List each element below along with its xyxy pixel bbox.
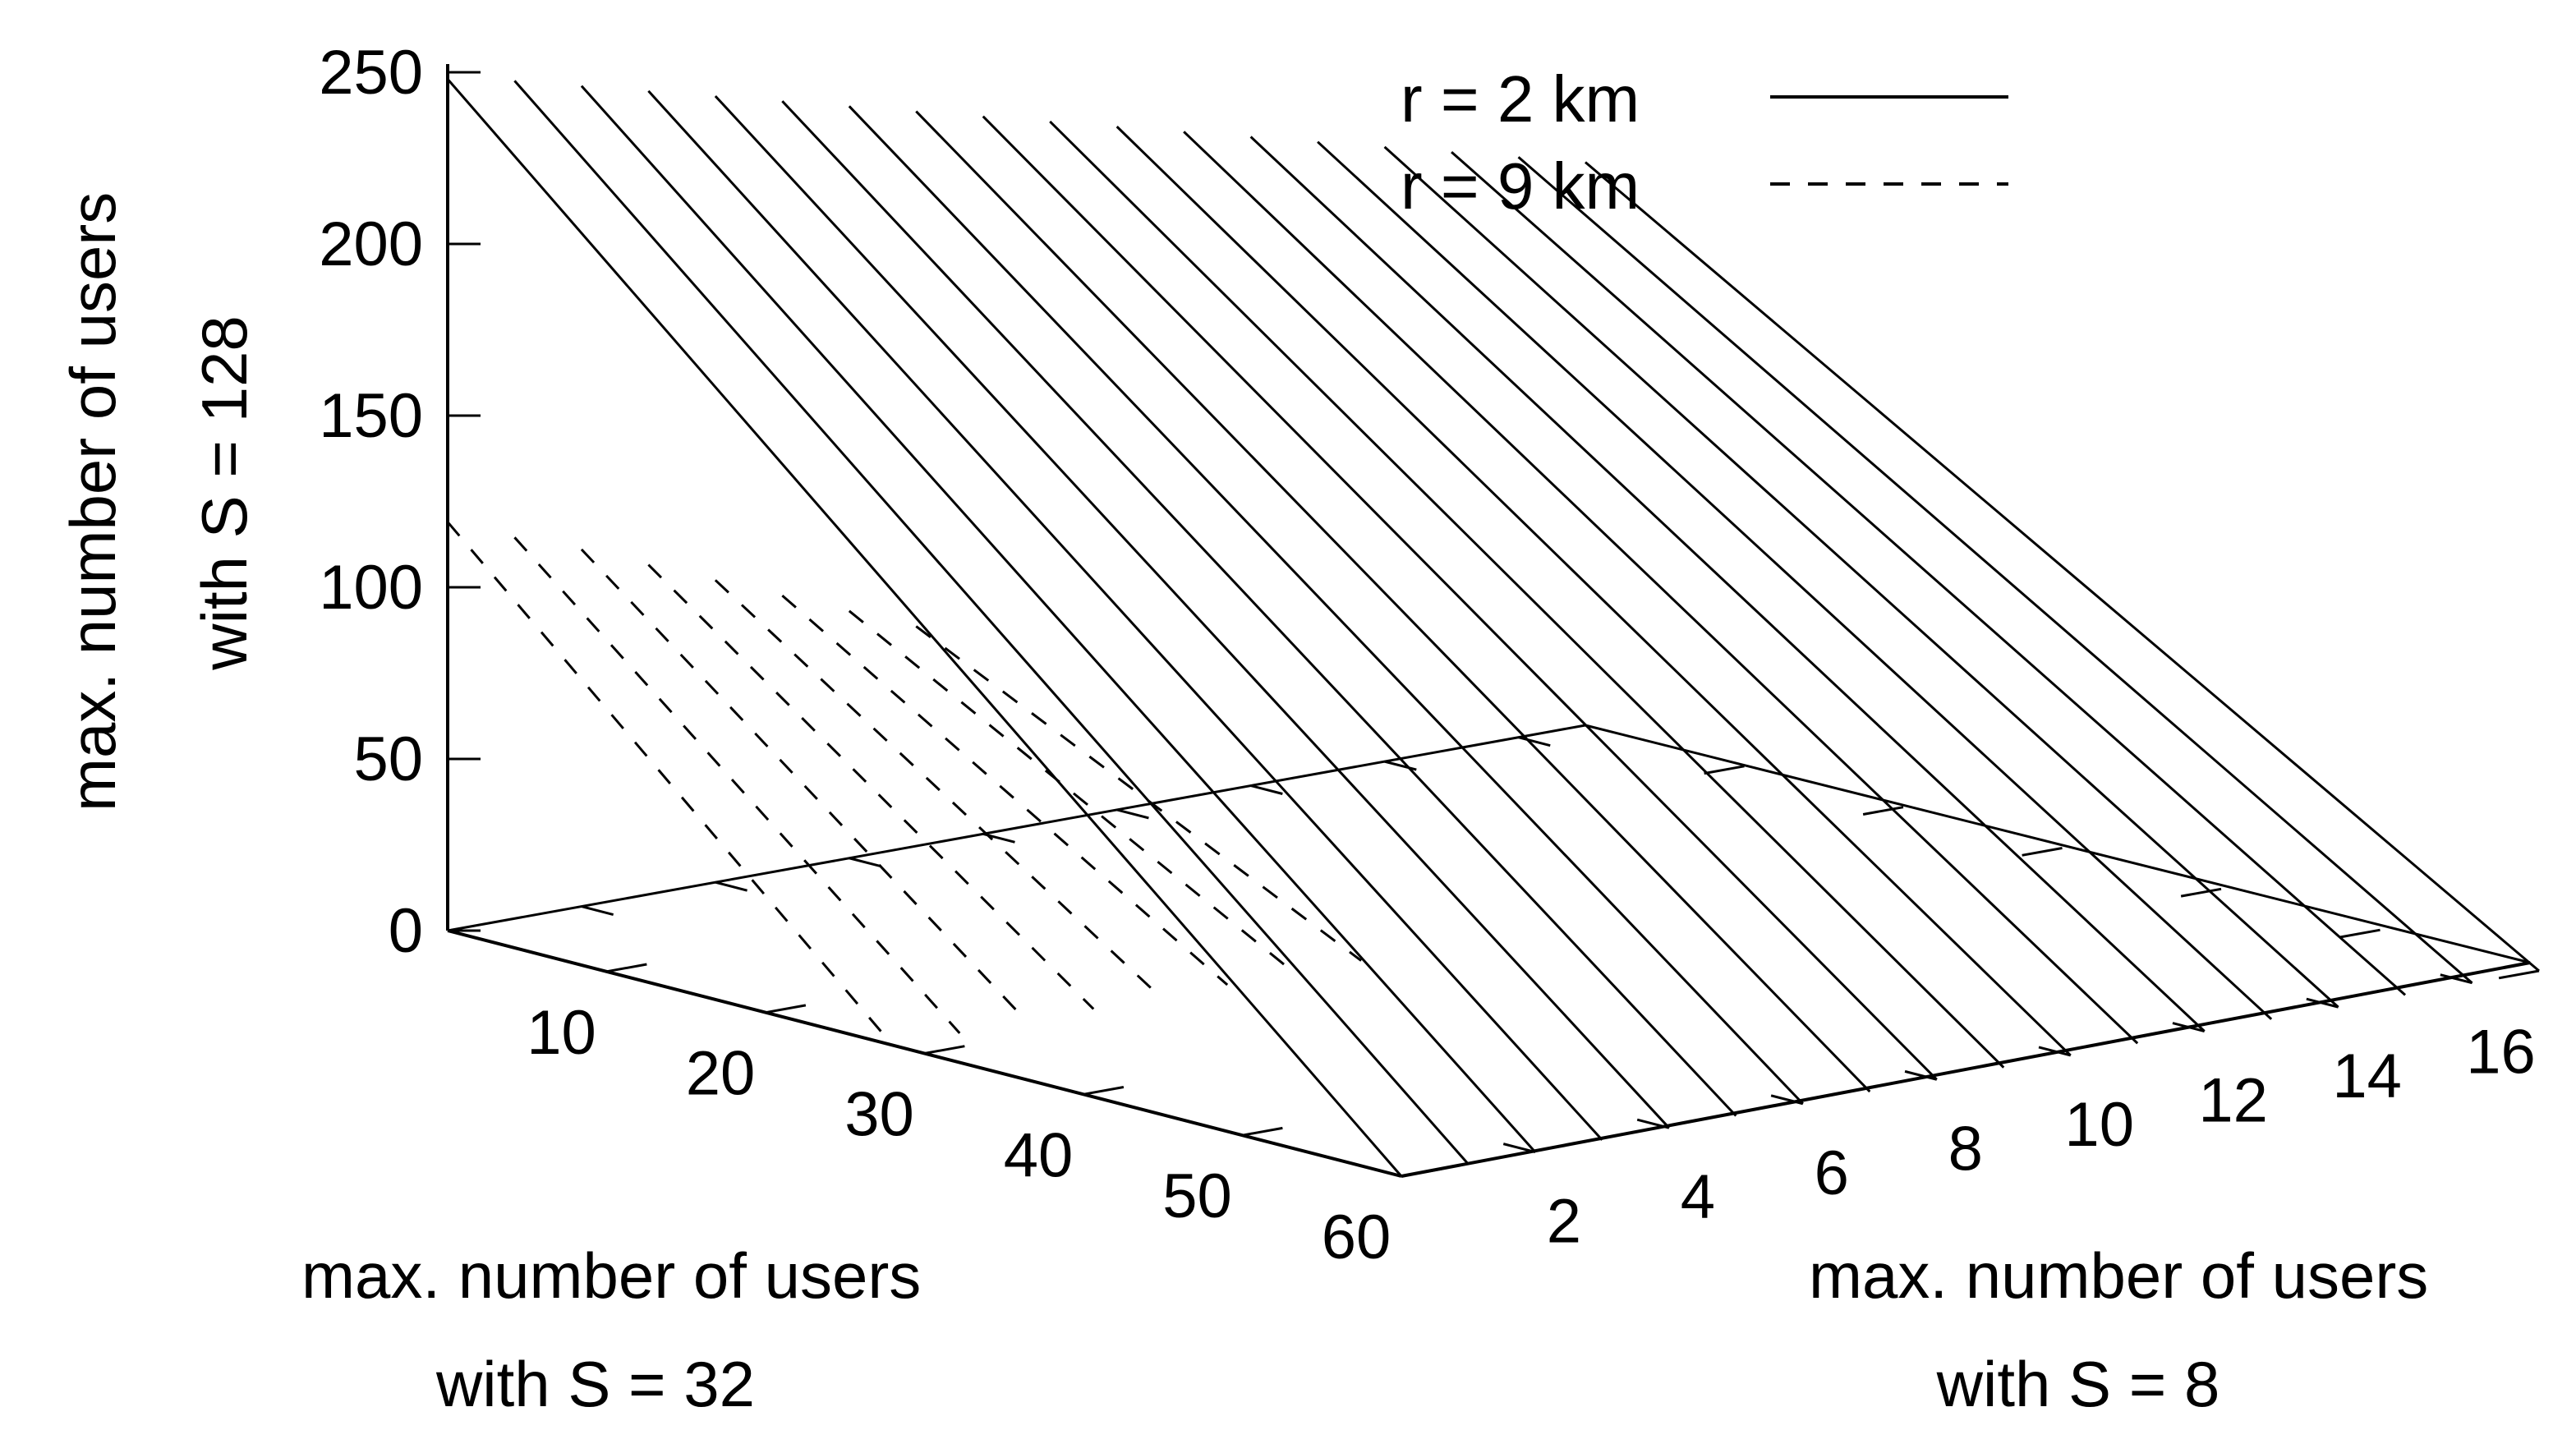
x-axis-title-line1: max. number of users <box>301 1239 921 1312</box>
series-r2-line <box>781 100 1737 1117</box>
x-tick <box>924 1045 965 1055</box>
y-tick-far <box>1384 760 1417 771</box>
series-r2-line <box>1383 145 2339 1009</box>
y-tick-far <box>1116 808 1149 820</box>
y-tick-far <box>1518 736 1551 747</box>
x-tick-label: 30 <box>844 1080 914 1150</box>
series-r2-line <box>1116 126 2072 1057</box>
z-tick-label: 250 <box>319 38 423 108</box>
x-tick-label: 20 <box>686 1039 756 1109</box>
series-r2-line <box>1585 161 2540 972</box>
series-r2-line <box>647 90 1603 1141</box>
z-tick-label: 50 <box>353 724 423 794</box>
y-tick-label: 10 <box>2064 1090 2134 1160</box>
series-r2-line <box>1517 156 2473 984</box>
x-tick <box>1242 1126 1283 1137</box>
x-tick-label: 10 <box>527 998 596 1068</box>
legend-label-r9: r = 9 km <box>1401 149 1640 223</box>
x-tick-far <box>1862 806 1904 816</box>
series-r9-line <box>781 594 1229 986</box>
z-axis-title-line2: with S = 128 <box>188 315 260 670</box>
series-r2-line <box>580 85 1537 1153</box>
y-tick <box>1770 1094 1804 1106</box>
series-r2-line <box>1317 140 2273 1020</box>
x-tick-label: 50 <box>1162 1161 1232 1231</box>
y-tick-far <box>581 905 614 917</box>
series-r2-line <box>446 78 1403 1177</box>
z-tick-label: 200 <box>319 209 423 279</box>
x-tick <box>1401 1167 1442 1178</box>
x-axis-title-line2: with S = 32 <box>435 1348 755 1420</box>
series-r9-line <box>580 548 1028 1023</box>
x-tick-far <box>2498 969 2540 980</box>
series-r9-line <box>915 625 1362 962</box>
y-tick-far <box>715 881 748 892</box>
y-tick-far <box>1250 784 1283 795</box>
series-r9-line <box>848 609 1295 974</box>
series-r9-line <box>714 579 1162 998</box>
series-r2-line <box>915 110 1871 1093</box>
legend-label-r2: r = 2 km <box>1401 62 1640 136</box>
series-r2-line <box>848 105 1804 1105</box>
series-r2-line <box>982 115 1938 1081</box>
series-r2-line <box>513 80 1470 1166</box>
z-axis-title: max. number of users with S = 128 <box>57 174 260 812</box>
surface-group <box>446 78 2540 1177</box>
y-tick-label: 16 <box>2466 1018 2536 1087</box>
z-tick-label: 0 <box>389 896 423 966</box>
y-axis-title-line1: max. number of users <box>1809 1239 2428 1312</box>
y-axis-title: max. number of users with S = 8 <box>1809 1239 2446 1420</box>
series-r9-line <box>647 563 1095 1010</box>
z-tick-label: 150 <box>319 381 423 451</box>
x-tick-far <box>2339 928 2380 939</box>
z-axis-title-line1: max. number of users <box>57 192 129 812</box>
far-y-edge-line <box>447 724 1586 932</box>
y-tick-label: 8 <box>1948 1114 1983 1184</box>
x-tick <box>606 963 647 973</box>
y-tick-label: 12 <box>2198 1066 2268 1136</box>
y-axis-line <box>1401 961 2531 1178</box>
x-tick-far <box>2180 887 2222 898</box>
y-axis-title-line2: with S = 8 <box>1936 1348 2220 1420</box>
series-r2-line <box>1451 150 2407 996</box>
y-tick <box>2038 1046 2072 1057</box>
ticks-group <box>448 71 2540 1178</box>
tick-labels-group: 0 50 100 150 200 250 10 20 30 40 50 60 2 4 6 8 10 12 14 16 <box>319 38 2536 1272</box>
x-tick <box>765 1004 807 1014</box>
x-axis-title: max. number of users with S = 32 <box>301 1239 939 1420</box>
y-tick-far <box>849 857 881 868</box>
legend: r = 2 km r = 9 km <box>1401 62 2008 223</box>
axes-group <box>446 64 2531 1178</box>
y-tick <box>1502 1143 1536 1154</box>
y-tick <box>2172 1022 2206 1032</box>
x-tick-label: 40 <box>1004 1120 1074 1190</box>
y-tick-label: 14 <box>2332 1041 2402 1111</box>
x-tick-label: 60 <box>1322 1202 1392 1272</box>
y-tick <box>2306 997 2339 1009</box>
x-tick-far <box>1704 765 1745 775</box>
far-x-edge-line <box>1585 724 2531 964</box>
series-r2-line <box>1049 120 2005 1069</box>
y-tick <box>1636 1118 1670 1129</box>
y-tick-label: 4 <box>1681 1162 1715 1232</box>
series-r9-line <box>446 521 894 1046</box>
y-tick <box>2440 973 2472 985</box>
series-r9-line <box>513 536 961 1034</box>
series-r2-line <box>1183 131 2139 1045</box>
x-tick <box>1083 1086 1125 1096</box>
series-r2-line <box>1249 136 2206 1032</box>
y-tick <box>1904 1069 1938 1081</box>
z-tick-label: 100 <box>319 553 423 623</box>
series-r2-line <box>714 94 1670 1129</box>
y-tick-label: 6 <box>1815 1138 1849 1208</box>
y-tick-label: 2 <box>1547 1187 1581 1257</box>
x-tick-far <box>2022 847 2063 857</box>
